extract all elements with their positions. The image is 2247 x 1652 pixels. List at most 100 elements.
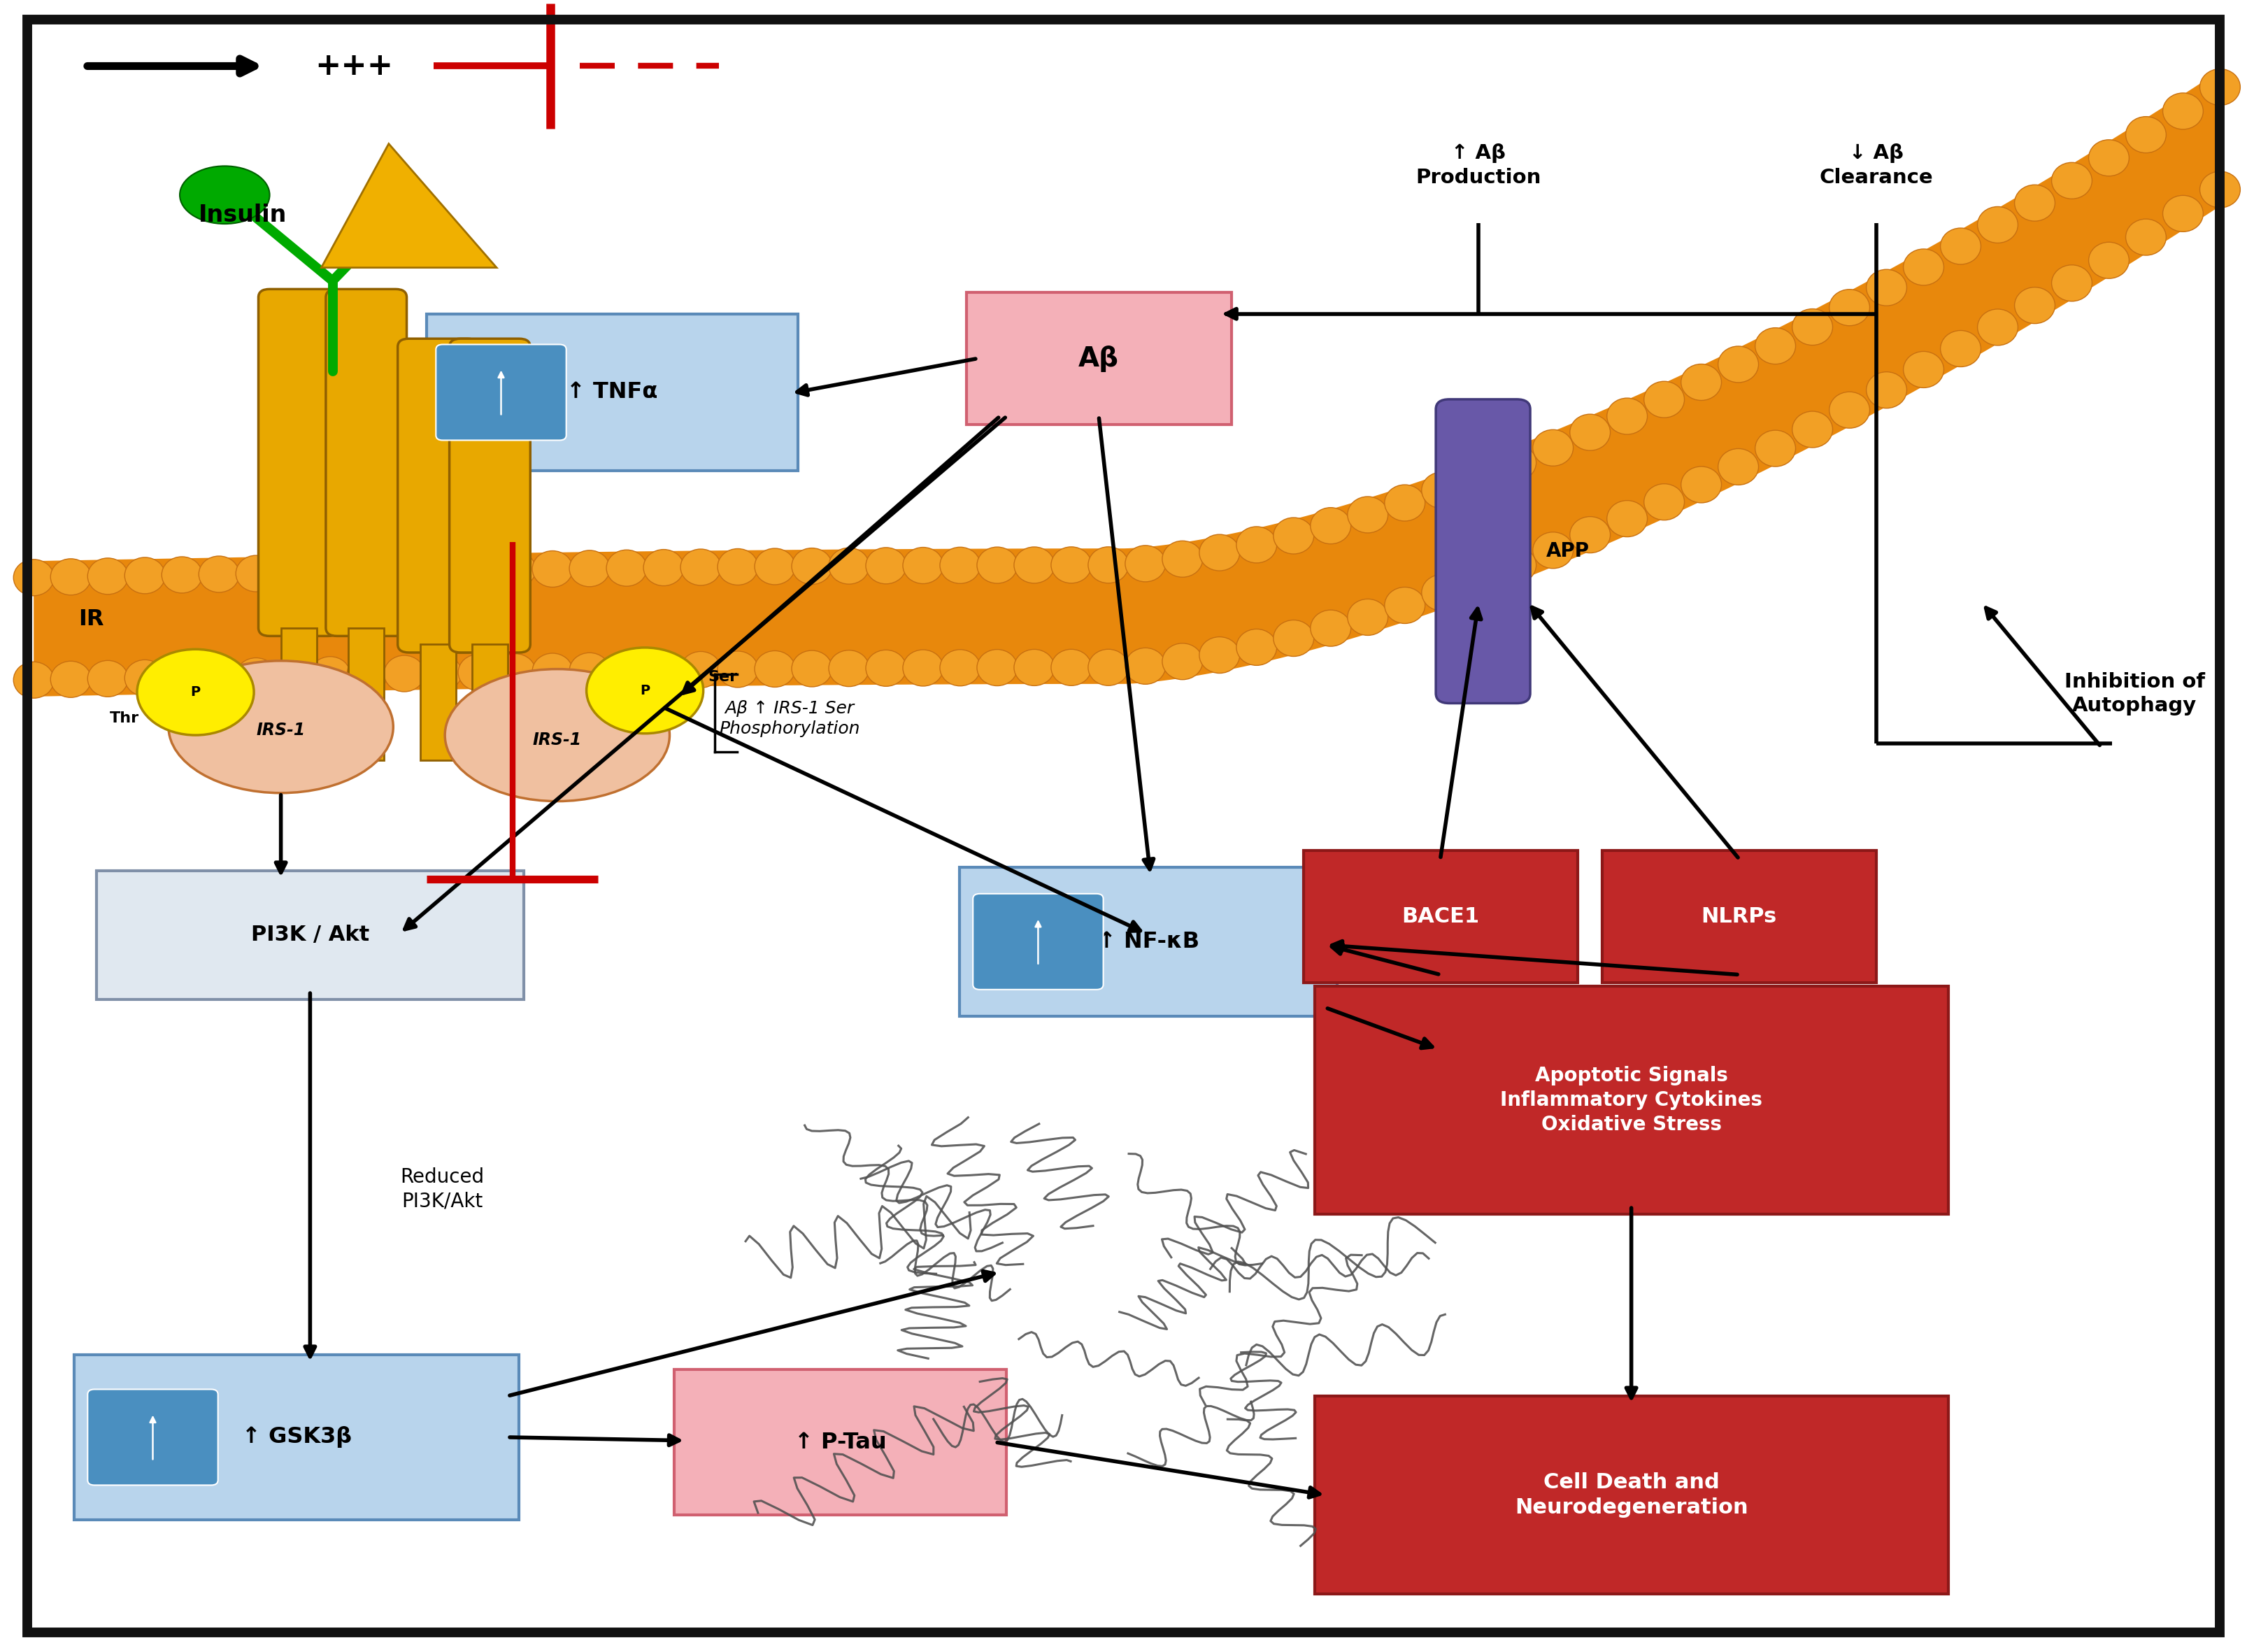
Text: Inhibition of
Autophagy: Inhibition of Autophagy — [2065, 672, 2204, 715]
Ellipse shape — [829, 548, 870, 585]
Ellipse shape — [1793, 411, 1834, 448]
Ellipse shape — [384, 553, 425, 590]
Ellipse shape — [1200, 535, 1240, 572]
FancyBboxPatch shape — [398, 339, 479, 653]
Ellipse shape — [1829, 289, 1870, 325]
Ellipse shape — [1497, 547, 1537, 583]
Text: Apoptotic Signals
Inflammatory Cytokines
Oxidative Stress: Apoptotic Signals Inflammatory Cytokines… — [1501, 1066, 1762, 1135]
FancyBboxPatch shape — [1436, 400, 1530, 704]
Ellipse shape — [2126, 220, 2166, 256]
Ellipse shape — [445, 669, 670, 801]
Ellipse shape — [272, 555, 312, 591]
Ellipse shape — [1236, 527, 1276, 563]
Ellipse shape — [2164, 93, 2204, 129]
Text: P: P — [191, 686, 200, 699]
Ellipse shape — [1903, 352, 1944, 388]
Ellipse shape — [494, 654, 535, 691]
Ellipse shape — [939, 649, 980, 686]
Circle shape — [137, 649, 254, 735]
Ellipse shape — [198, 659, 238, 695]
Ellipse shape — [2090, 243, 2130, 279]
Text: Insulin: Insulin — [198, 203, 288, 226]
Ellipse shape — [2126, 117, 2166, 154]
FancyBboxPatch shape — [348, 628, 384, 760]
Ellipse shape — [310, 656, 351, 692]
Ellipse shape — [791, 548, 831, 585]
Ellipse shape — [88, 558, 128, 595]
Ellipse shape — [755, 651, 795, 687]
Ellipse shape — [162, 557, 202, 593]
Ellipse shape — [180, 167, 270, 225]
Ellipse shape — [2016, 287, 2056, 324]
Text: IRS-1: IRS-1 — [533, 732, 582, 748]
Ellipse shape — [717, 651, 757, 687]
FancyBboxPatch shape — [966, 292, 1231, 425]
Ellipse shape — [1571, 517, 1611, 553]
Ellipse shape — [791, 651, 831, 687]
Ellipse shape — [939, 547, 980, 583]
FancyBboxPatch shape — [88, 1389, 218, 1485]
Ellipse shape — [1310, 507, 1350, 544]
Ellipse shape — [1755, 327, 1795, 363]
Ellipse shape — [1977, 206, 2018, 243]
FancyBboxPatch shape — [326, 289, 407, 636]
Ellipse shape — [1607, 501, 1647, 537]
Ellipse shape — [1458, 562, 1499, 598]
Text: ↑ P-Tau: ↑ P-Tau — [793, 1431, 888, 1454]
Ellipse shape — [1607, 398, 1647, 434]
Ellipse shape — [1571, 415, 1611, 451]
Ellipse shape — [1348, 600, 1389, 636]
Text: ↑ GSK3β: ↑ GSK3β — [243, 1426, 351, 1449]
Ellipse shape — [1681, 466, 1721, 502]
Ellipse shape — [1719, 449, 1759, 486]
Ellipse shape — [1013, 547, 1054, 583]
Text: +++: +++ — [315, 51, 393, 81]
Ellipse shape — [1941, 228, 1982, 264]
Ellipse shape — [88, 661, 128, 697]
FancyBboxPatch shape — [1314, 1396, 1948, 1594]
Ellipse shape — [1200, 638, 1240, 674]
Ellipse shape — [2200, 69, 2240, 106]
Ellipse shape — [1422, 575, 1463, 611]
FancyBboxPatch shape — [258, 289, 339, 636]
Ellipse shape — [643, 550, 683, 586]
FancyBboxPatch shape — [1602, 851, 1876, 983]
FancyBboxPatch shape — [74, 1355, 519, 1520]
Ellipse shape — [865, 547, 906, 583]
FancyBboxPatch shape — [1303, 851, 1577, 983]
Text: ↑ NF-κB: ↑ NF-κB — [1097, 930, 1200, 953]
FancyBboxPatch shape — [449, 339, 530, 653]
FancyBboxPatch shape — [97, 871, 524, 999]
Ellipse shape — [162, 659, 202, 695]
Ellipse shape — [169, 661, 393, 793]
Ellipse shape — [829, 651, 870, 687]
FancyBboxPatch shape — [959, 867, 1337, 1016]
Text: IRS-1: IRS-1 — [256, 722, 306, 738]
Ellipse shape — [272, 657, 312, 694]
Ellipse shape — [755, 548, 795, 585]
Text: Cell Death and
Neurodegeneration: Cell Death and Neurodegeneration — [1514, 1472, 1748, 1518]
Text: Thr: Thr — [110, 712, 139, 725]
FancyBboxPatch shape — [472, 644, 508, 760]
FancyBboxPatch shape — [1314, 986, 1948, 1214]
Ellipse shape — [310, 553, 351, 590]
Ellipse shape — [1236, 629, 1276, 666]
Text: Aβ: Aβ — [1079, 345, 1119, 372]
Ellipse shape — [1310, 610, 1350, 646]
Ellipse shape — [1719, 347, 1759, 383]
Ellipse shape — [1903, 249, 1944, 286]
Text: Reduced
PI3K/Akt: Reduced PI3K/Akt — [400, 1168, 483, 1211]
Ellipse shape — [568, 653, 609, 689]
Ellipse shape — [1348, 497, 1389, 534]
Ellipse shape — [1422, 472, 1463, 509]
Ellipse shape — [1532, 430, 1573, 466]
Ellipse shape — [494, 552, 535, 588]
Ellipse shape — [1384, 484, 1425, 520]
Ellipse shape — [681, 651, 721, 687]
Ellipse shape — [198, 557, 238, 593]
Text: BACE1: BACE1 — [1402, 907, 1479, 927]
Ellipse shape — [2200, 172, 2240, 208]
Ellipse shape — [1793, 309, 1834, 345]
Ellipse shape — [236, 657, 276, 694]
Ellipse shape — [1532, 532, 1573, 568]
